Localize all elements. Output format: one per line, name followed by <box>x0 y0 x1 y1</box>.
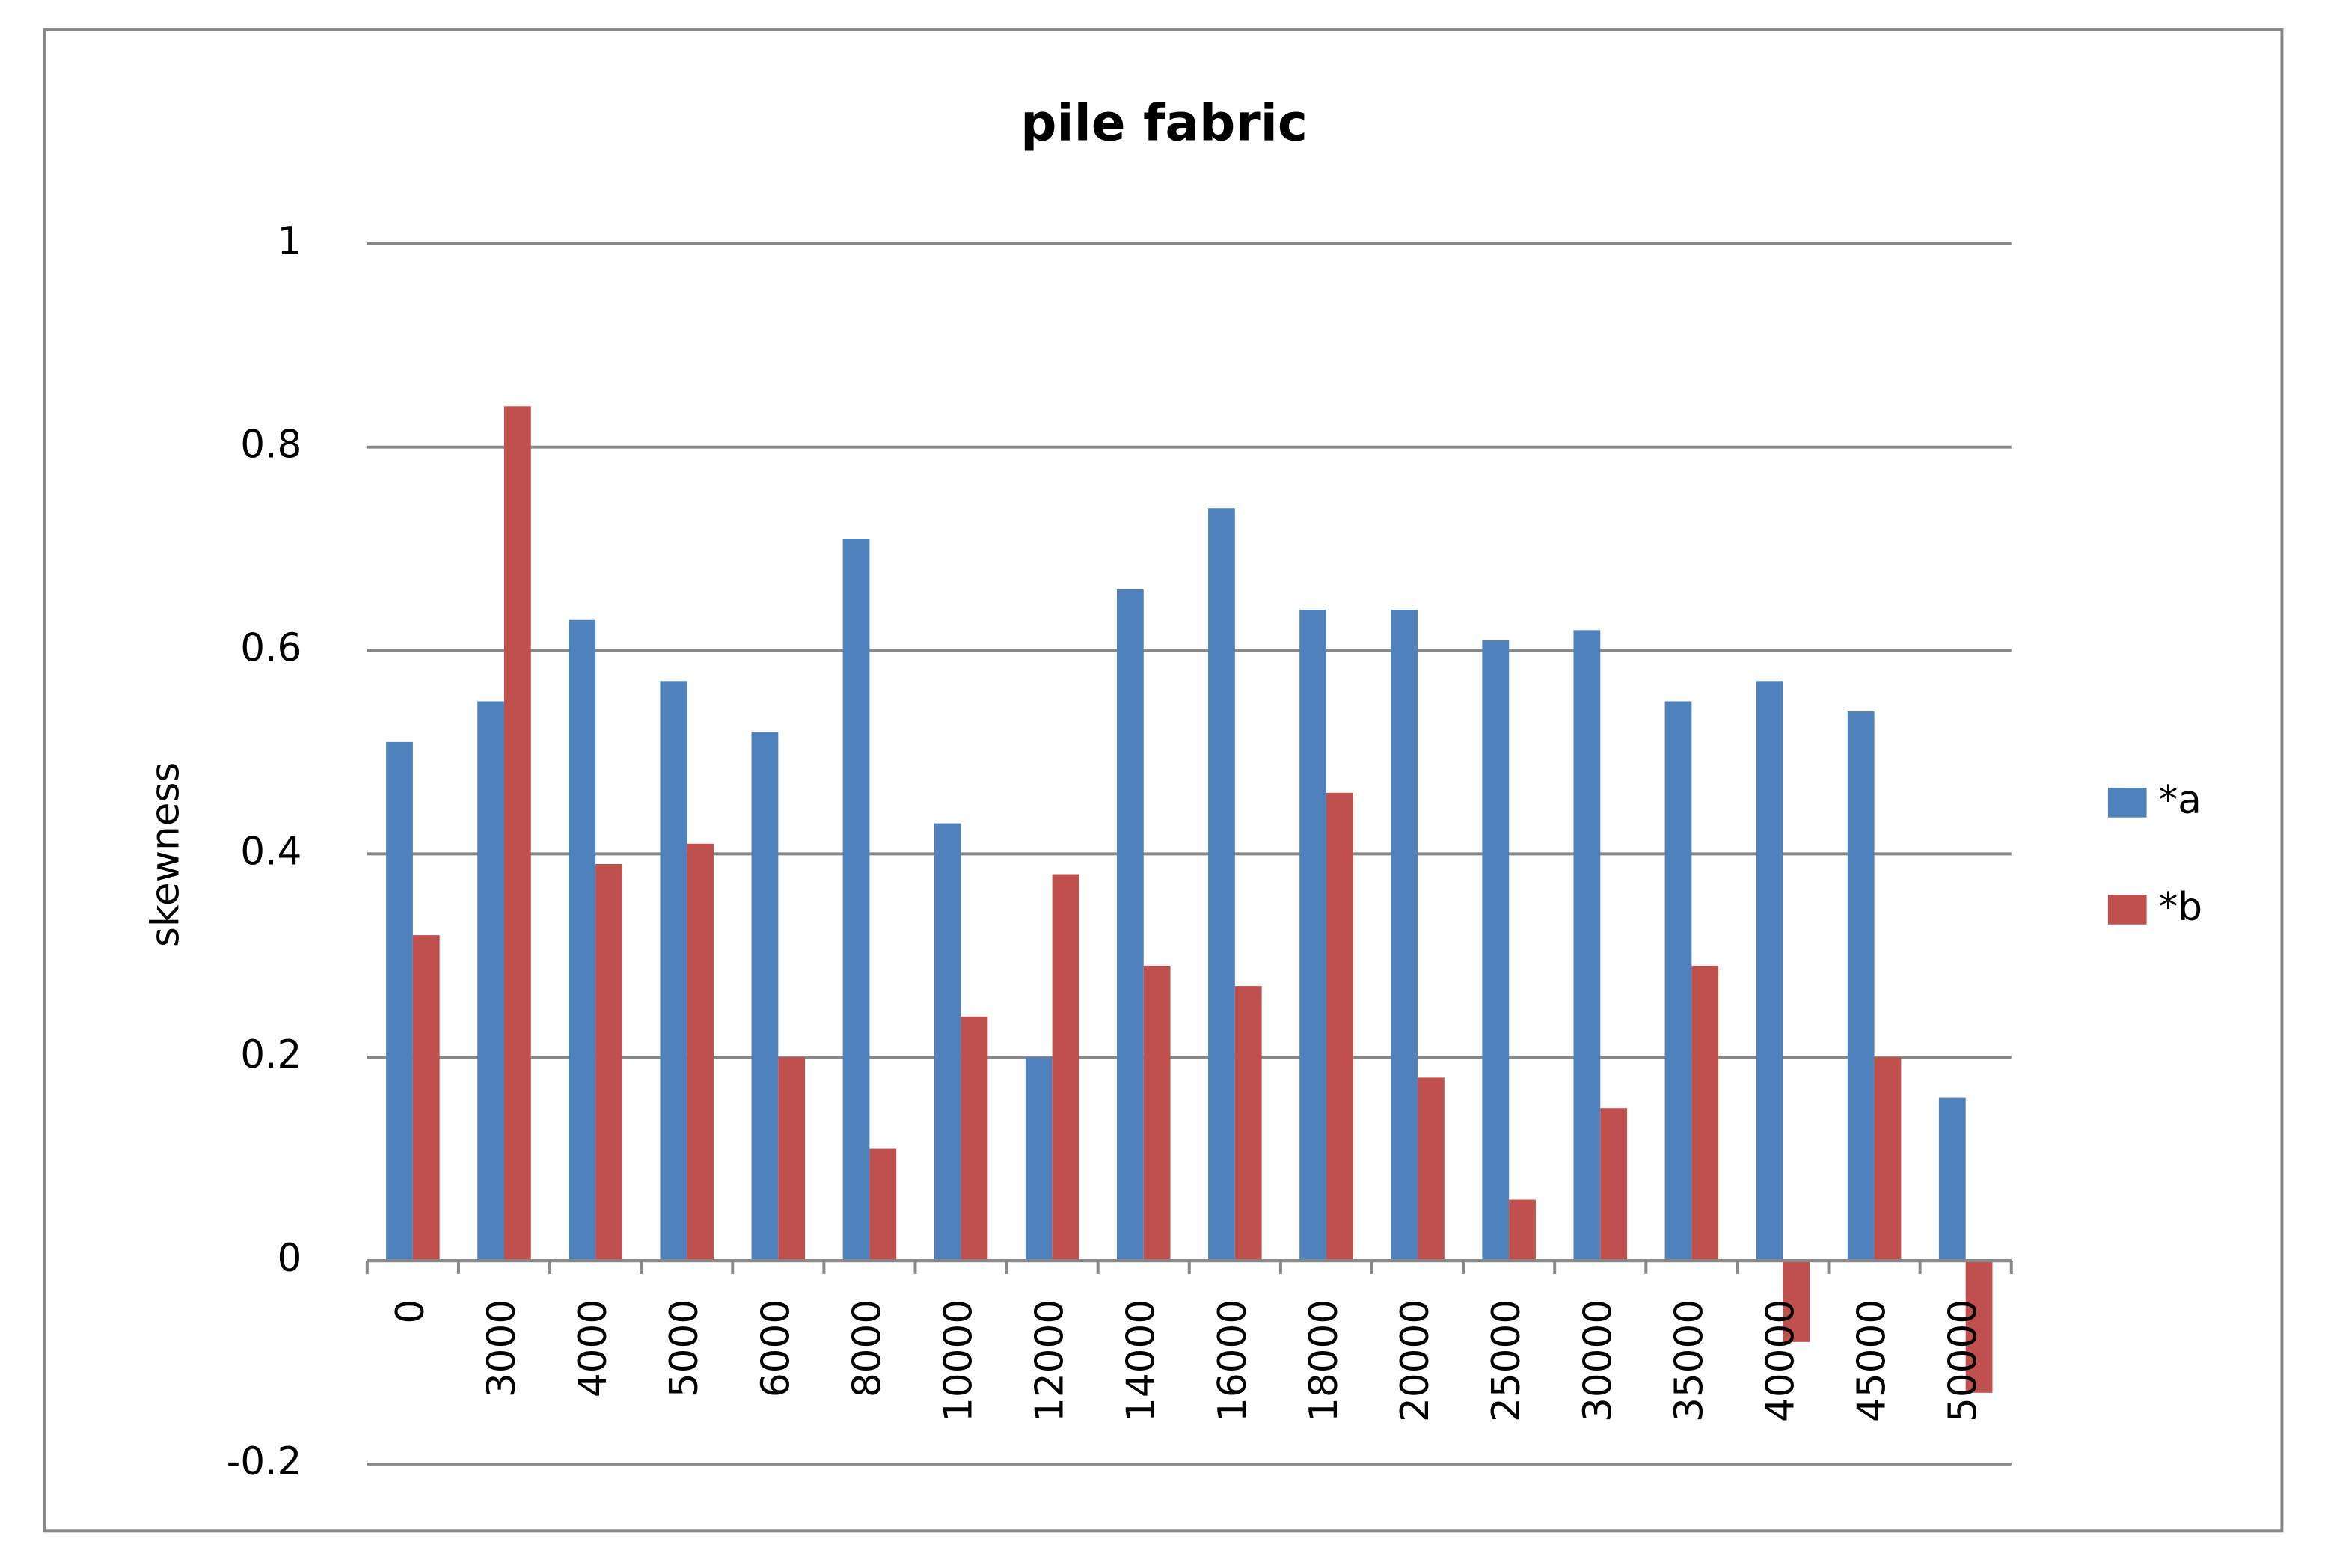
bar <box>869 1148 897 1261</box>
bar <box>1847 711 1875 1261</box>
bar <box>1965 1261 1993 1393</box>
bar <box>1208 508 1235 1261</box>
x-tick-label: 14000 <box>1119 1299 1164 1422</box>
bar <box>1509 1199 1536 1261</box>
x-tick-label: 35000 <box>1667 1299 1712 1422</box>
bar <box>1938 1097 1966 1261</box>
legend-label: *b <box>2158 885 2202 930</box>
bar <box>504 406 531 1261</box>
bar <box>412 935 440 1261</box>
bar <box>961 1016 988 1261</box>
bar <box>1418 1077 1445 1261</box>
y-tick-label: 0 <box>278 1236 302 1281</box>
bar <box>778 1057 806 1261</box>
x-tick-label: 3000 <box>480 1299 524 1397</box>
x-tick-label: 0 <box>388 1299 433 1324</box>
bar <box>1756 681 1783 1261</box>
y-axis-label: skewness <box>144 762 189 947</box>
bar <box>1025 1057 1053 1261</box>
x-tick-label: 5000 <box>662 1299 707 1397</box>
y-tick-label: 0.8 <box>240 423 301 468</box>
chart-title: pile fabric <box>1020 93 1308 152</box>
x-tick-label: 6000 <box>753 1299 798 1397</box>
bar <box>595 863 622 1261</box>
legend-swatch <box>2107 895 2147 925</box>
y-tick-label: 1 <box>278 219 302 264</box>
bar <box>1326 792 1353 1261</box>
x-tick-label: 10000 <box>937 1299 981 1422</box>
bar <box>1783 1261 1810 1342</box>
bar <box>660 681 687 1261</box>
chart-border <box>43 28 2284 1533</box>
legend-label: *a <box>2158 778 2201 823</box>
bar <box>1664 701 1692 1261</box>
bar <box>477 701 505 1261</box>
bar <box>1052 874 1079 1261</box>
y-tick-label: 0.2 <box>240 1032 301 1077</box>
bar <box>1234 986 1262 1261</box>
x-tick-label: 4000 <box>571 1299 616 1397</box>
bar <box>1600 1108 1628 1261</box>
bar <box>687 843 714 1261</box>
bar <box>1573 630 1601 1261</box>
x-tick-label: 12000 <box>1028 1299 1073 1422</box>
y-tick-label: 0.6 <box>240 626 301 671</box>
bar <box>934 823 961 1261</box>
bar <box>1143 965 1171 1261</box>
y-tick-label: 0.4 <box>240 829 301 874</box>
x-tick-label: 8000 <box>845 1299 889 1397</box>
bar <box>386 741 413 1261</box>
bar <box>1391 610 1418 1261</box>
x-tick-label: 45000 <box>1850 1299 1895 1422</box>
x-tick-label: 20000 <box>1393 1299 1438 1422</box>
bar <box>1874 1057 1902 1261</box>
bar <box>1299 610 1326 1261</box>
bar <box>751 732 779 1261</box>
x-tick-label: 30000 <box>1575 1299 1620 1422</box>
bar <box>1116 589 1144 1261</box>
bar <box>1482 640 1510 1261</box>
bar <box>1691 965 1719 1261</box>
legend-swatch <box>2107 787 2147 818</box>
y-tick-label: -0.2 <box>227 1439 302 1484</box>
x-tick-label: 50000 <box>1941 1299 1986 1422</box>
bar <box>569 619 596 1261</box>
x-tick-label: 18000 <box>1302 1299 1347 1422</box>
x-tick-label: 16000 <box>1210 1299 1255 1422</box>
bar <box>842 539 870 1261</box>
x-tick-label: 25000 <box>1484 1299 1529 1422</box>
x-tick-label: 40000 <box>1758 1299 1803 1422</box>
